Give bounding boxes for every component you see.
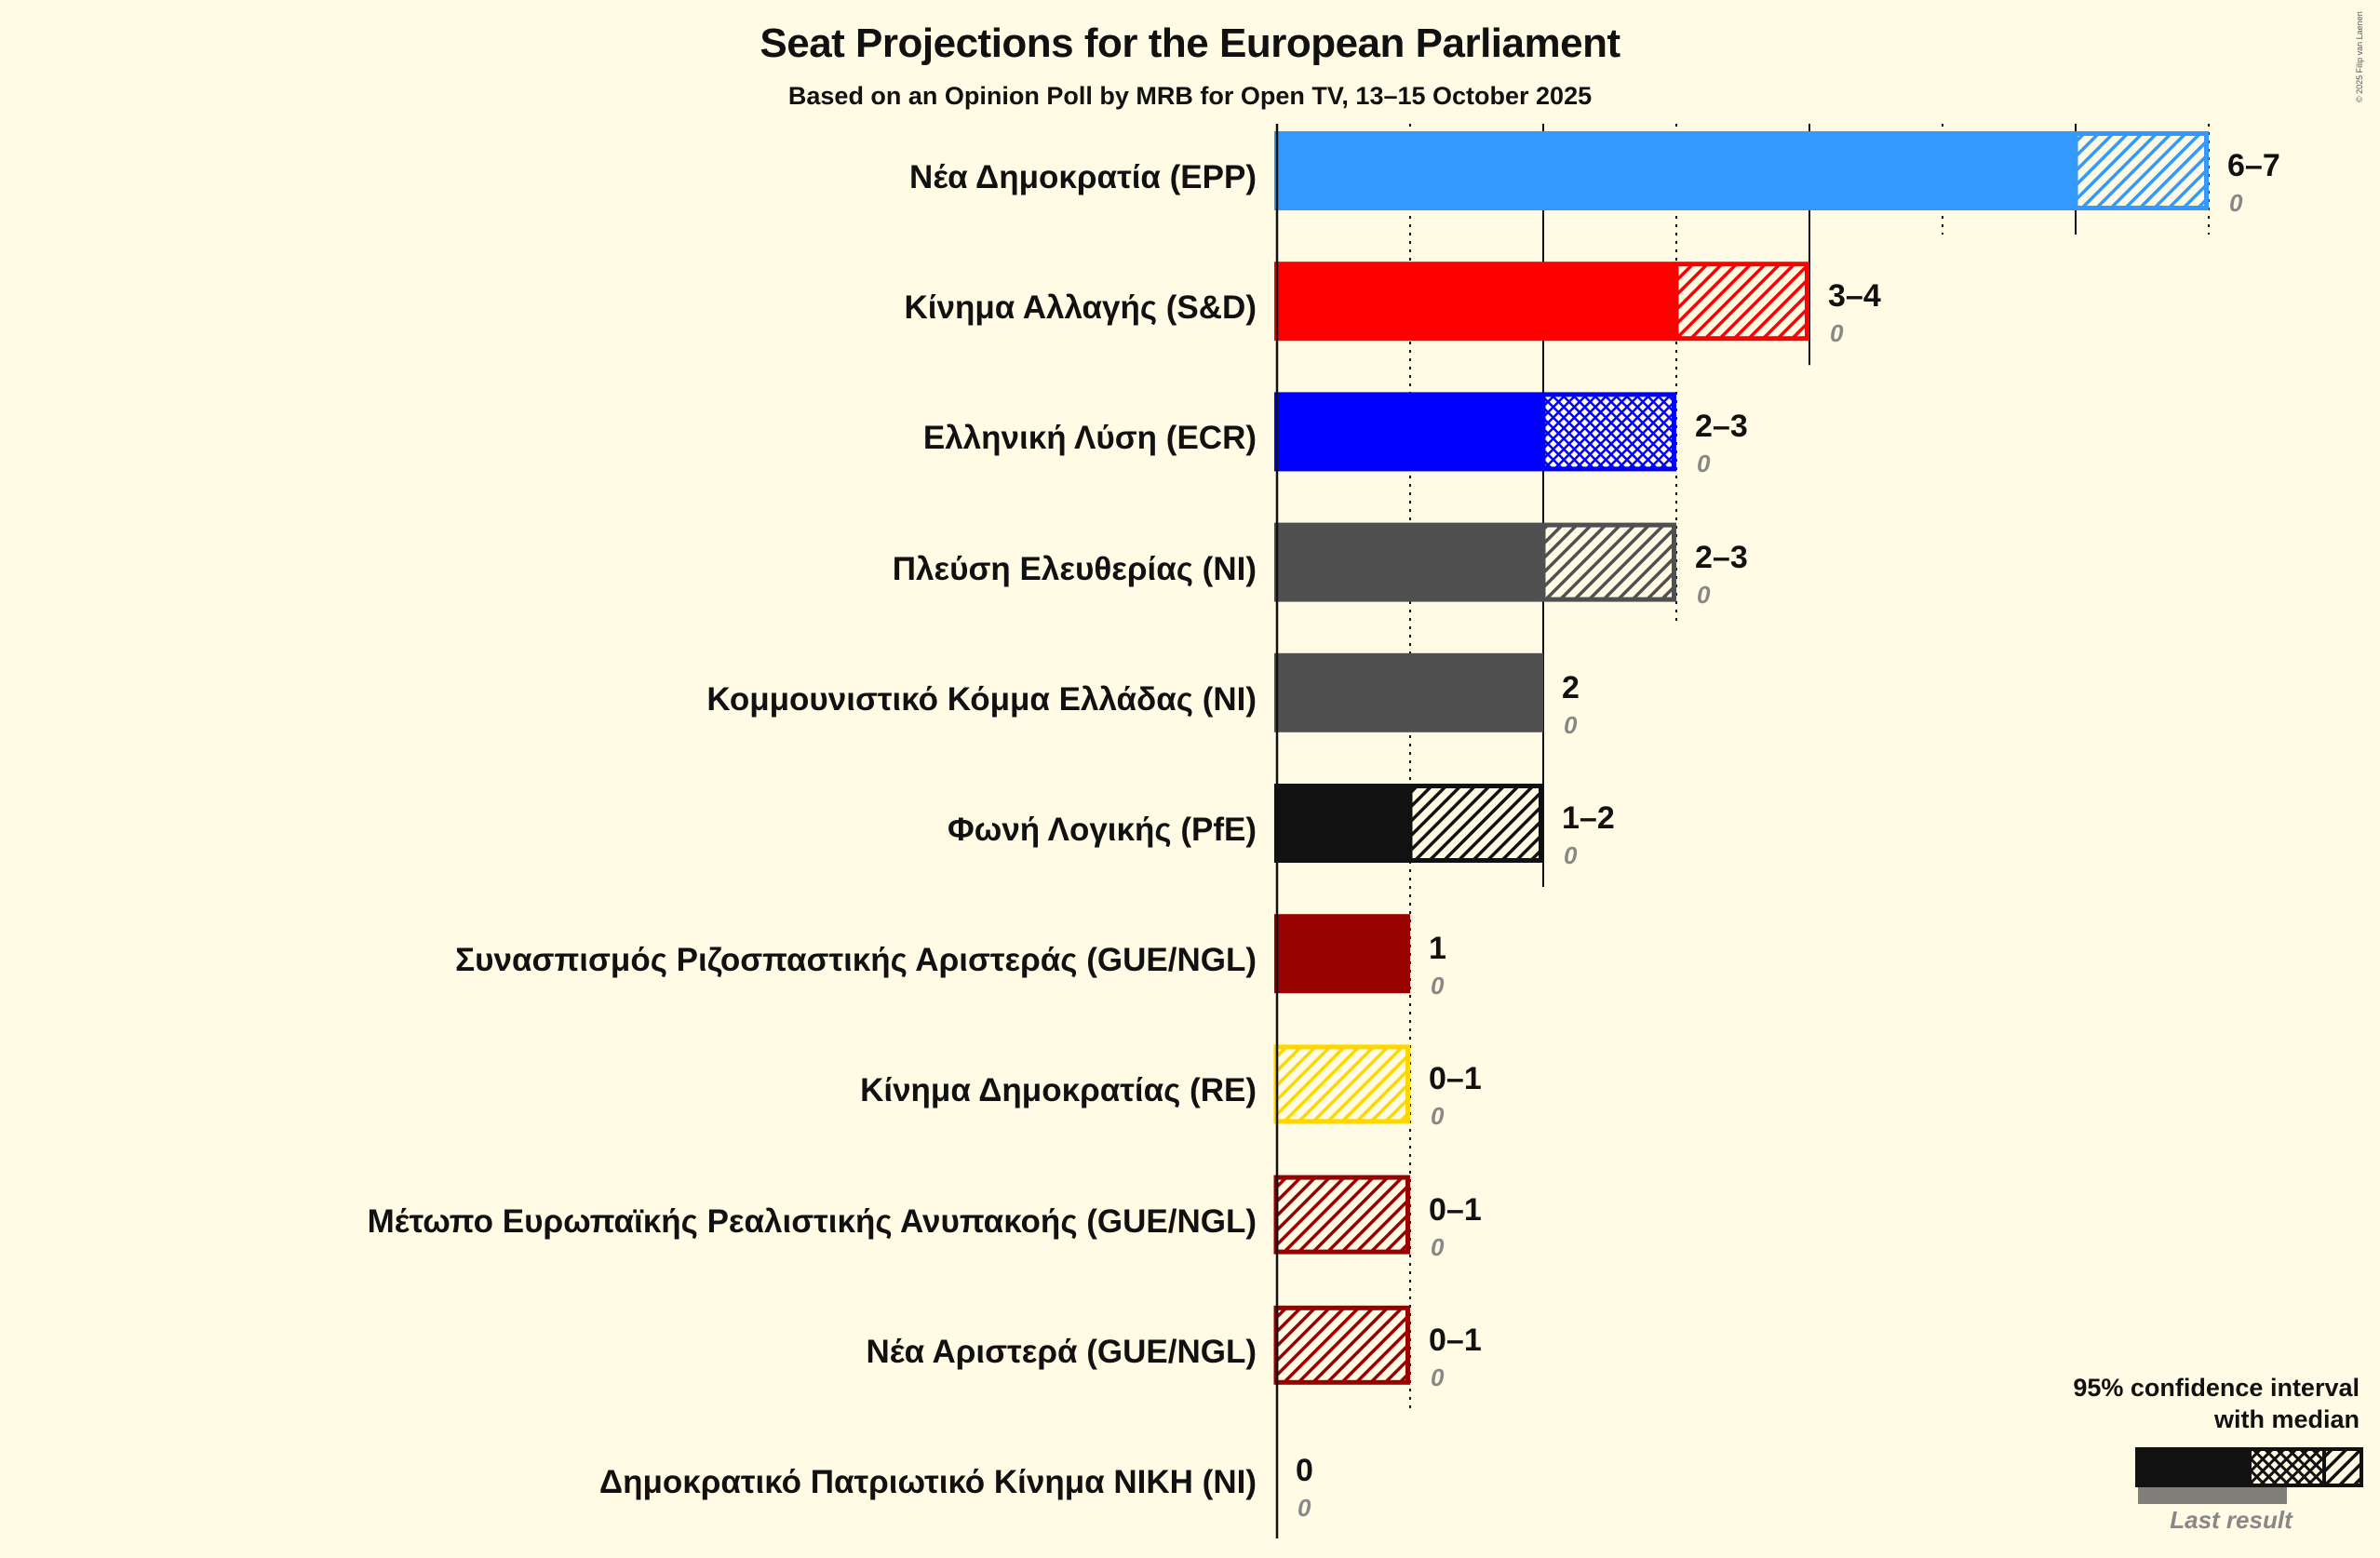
seat-range-label: 1–2 [1562, 800, 1615, 836]
bar-row [1273, 1175, 1410, 1255]
party-label: Μέτωπο Ευρωπαϊκής Ρεαλιστικής Ανυπακοής … [367, 1202, 1257, 1240]
bar-solid [1274, 652, 1543, 732]
seat-range-label: 3–4 [1828, 278, 1881, 315]
party-label: Νέα Δημοκρατία (EPP) [909, 159, 1257, 195]
bar-solid [1274, 392, 1543, 472]
bar-interval [1273, 1044, 1410, 1124]
legend-last-result-bar [2138, 1487, 2287, 1504]
last-result-label: 0 [1431, 1102, 1445, 1131]
bar-row [1273, 1044, 1410, 1124]
party-label: Νέα Αριστερά (GUE/NGL) [866, 1333, 1257, 1370]
seat-range-label: 0–1 [1429, 1061, 1482, 1097]
last-result-label: 0 [1298, 1494, 1311, 1522]
last-result-label: 0 [1431, 1232, 1445, 1261]
bar-row [1273, 1305, 1410, 1385]
seat-range-label: 2–3 [1695, 409, 1748, 445]
bar-interval [1407, 784, 1543, 863]
legend-solid [2135, 1447, 2250, 1487]
last-result-label: 0 [1830, 319, 1844, 348]
last-result-label: 0 [2229, 189, 2243, 217]
bar-interval [2073, 131, 2209, 210]
legend-median-hatch [2248, 1447, 2326, 1487]
last-result-label: 0 [1697, 450, 1711, 478]
bar-interval [1540, 392, 1676, 472]
bar-row [1274, 262, 1809, 342]
seat-range-label: 2–3 [1695, 539, 1748, 575]
bar-solid [1274, 914, 1410, 994]
chart-subtitle: Based on an Opinion Poll by MRB for Open… [787, 82, 1593, 110]
seat-range-label: 2 [1562, 669, 1580, 705]
party-label: Ελληνική Λύση (ECR) [922, 420, 1257, 457]
party-label: Κομμουνιστικό Κόμμα Ελλάδας (NI) [706, 680, 1257, 718]
bar-row [1274, 652, 1543, 732]
bar-row [1274, 914, 1410, 994]
party-label: Συνασπισμός Ριζοσπαστικής Αριστεράς (GUE… [455, 942, 1257, 979]
party-label: Φωνή Λογικής (PfE) [948, 812, 1257, 848]
bar-row [1274, 131, 2209, 210]
seat-range-label: 0–1 [1429, 1191, 1482, 1228]
legend-interval-hatch [2322, 1447, 2363, 1487]
last-result-label: 0 [1564, 710, 1578, 739]
seat-range-label: 0–1 [1429, 1322, 1482, 1358]
bar-interval [1273, 1175, 1410, 1255]
legend-line-1: 95% confidence interval [2073, 1374, 2360, 1402]
party-label: Πλεύση Ελευθερίας (NI) [892, 550, 1257, 587]
seat-range-label: 0 [1296, 1453, 1313, 1488]
last-result-label: 0 [1431, 972, 1445, 1001]
bar-solid [1274, 522, 1543, 602]
legend-title: 95% confidence interval with median [2073, 1372, 2360, 1435]
legend-line-2: with median [2213, 1405, 2360, 1433]
chart-title: Seat Projections for the European Parlia… [760, 20, 1620, 66]
party-label: Δημοκρατικό Πατριωτικό Κίνημα ΝΙΚΗ (NI) [598, 1464, 1257, 1500]
bar-solid [1274, 784, 1410, 863]
bar-row [1274, 522, 1676, 602]
seat-range-label: 6–7 [2227, 148, 2280, 183]
bar-solid [1274, 262, 1676, 342]
party-label: Κίνημα Δημοκρατίας (RE) [860, 1072, 1257, 1109]
bar-interval [1273, 1305, 1410, 1385]
last-result-label: 0 [1697, 580, 1711, 609]
bar-row [1274, 784, 1543, 863]
bar-solid [1274, 131, 2076, 210]
last-result-label: 0 [1431, 1363, 1445, 1391]
party-label: Κίνημα Αλλαγής (S&D) [904, 289, 1257, 327]
bar-interval [1674, 262, 1809, 342]
bar-row [1274, 392, 1676, 472]
seat-range-label: 1 [1429, 931, 1446, 967]
last-result-label: 0 [1564, 841, 1578, 869]
bar-interval [1540, 522, 1676, 602]
legend-swatch [2135, 1447, 2363, 1504]
legend-last-result: Last result [2170, 1506, 2293, 1534]
